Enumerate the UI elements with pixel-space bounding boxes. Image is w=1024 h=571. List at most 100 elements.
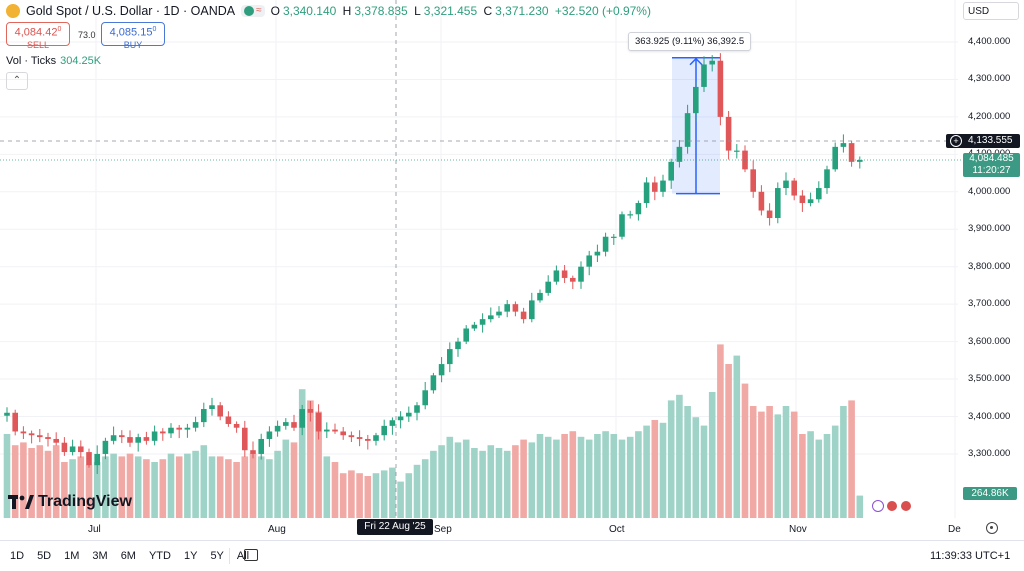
range-ytd[interactable]: YTD <box>148 550 171 562</box>
candle-body <box>12 412 18 432</box>
volume-bar <box>585 439 593 518</box>
candle-body <box>783 180 789 189</box>
crosshair-price-label[interactable]: +4,133.555 <box>946 134 1020 148</box>
candle-body <box>406 412 412 417</box>
candle-body <box>758 191 765 211</box>
range-all[interactable]: All <box>236 550 250 562</box>
price-tick: 3,900.000 <box>968 223 1011 235</box>
candle-body <box>4 412 10 416</box>
candle-body <box>274 425 281 432</box>
range-3m[interactable]: 3M <box>92 550 108 562</box>
symbol-header: Gold Spot / U.S. Dollar · 1D · OANDA ≈ O… <box>6 2 654 20</box>
market-status-badges[interactable]: ≈ <box>241 5 265 17</box>
candle-body <box>217 405 223 417</box>
volume-bar <box>708 392 716 518</box>
symbol-title[interactable]: Gold Spot / U.S. Dollar · 1D · OANDA <box>26 4 236 18</box>
candle-body <box>37 435 43 438</box>
candle-body <box>438 364 445 376</box>
candle-body <box>365 438 371 441</box>
candle-body <box>840 143 847 147</box>
range-5d[interactable]: 5D <box>37 550 52 562</box>
candle-body <box>201 409 207 423</box>
tradingview-logo-icon <box>8 495 34 509</box>
candle-body <box>184 427 191 430</box>
price-tick: 4,400.000 <box>968 36 1011 47</box>
candle-body <box>192 422 199 428</box>
currency-select[interactable]: USD <box>963 2 1019 20</box>
buy-button[interactable]: 4,085.150 BUY <box>101 22 165 50</box>
clock-timezone[interactable]: 11:39:33 UTC+1 <box>930 550 1011 562</box>
candle-body <box>520 311 527 320</box>
tradingview-logo[interactable]: TradingView <box>8 493 132 511</box>
candle-body <box>545 281 551 293</box>
sell-button[interactable]: 4,084.420 SELL <box>6 22 70 50</box>
volume-bar <box>44 450 52 518</box>
close-label: C <box>483 4 493 18</box>
candle-body <box>348 435 355 438</box>
range-1d[interactable]: 1D <box>10 550 25 562</box>
candle-body <box>258 438 264 454</box>
candle-body <box>447 349 453 365</box>
volume-bar <box>77 456 85 518</box>
candle-body <box>791 180 797 196</box>
volume-bar <box>93 462 101 518</box>
high-value: 3,378.835 <box>354 4 408 18</box>
close-value: 3,371.230 <box>495 4 549 18</box>
us-flag-icon[interactable] <box>886 500 898 512</box>
volume-bar <box>315 411 322 518</box>
volume-bar <box>438 445 445 518</box>
volume-bar <box>553 439 560 518</box>
volume-value: 304.25K <box>60 55 102 67</box>
volume-bar <box>216 456 224 518</box>
volume-bar <box>758 411 765 518</box>
range-1y[interactable]: 1Y <box>183 550 198 562</box>
price-chart[interactable] <box>0 0 1024 540</box>
volume-bar <box>512 445 519 518</box>
range-1m[interactable]: 1M <box>64 550 80 562</box>
add-alert-icon[interactable]: + <box>950 135 962 147</box>
volume-legend[interactable]: Vol · Ticks 304.25K <box>6 55 101 67</box>
candle-body <box>775 188 781 219</box>
volume-bar <box>667 400 675 518</box>
volume-bar <box>61 462 68 518</box>
candle-body <box>397 416 404 421</box>
volume-bar <box>446 436 454 518</box>
volume-bar <box>430 450 437 518</box>
crosshair-price: 4,133.555 <box>968 135 1013 146</box>
candle-body <box>504 304 510 312</box>
event-markers[interactable] <box>872 500 912 512</box>
candle-body <box>160 431 166 434</box>
open-value: 3,340.140 <box>282 4 337 18</box>
lightning-event-icon[interactable] <box>872 500 884 512</box>
buy-label: BUY <box>123 39 143 50</box>
volume-bar <box>282 439 290 518</box>
volume-bar <box>36 445 44 518</box>
range-6m[interactable]: 6M <box>120 550 136 562</box>
volume-bar <box>528 442 536 518</box>
range-5y[interactable]: 5Y <box>210 550 224 562</box>
volume-bar <box>241 456 249 518</box>
volume-bar <box>52 445 60 518</box>
price-tick: 3,700.000 <box>968 298 1011 310</box>
volume-bar <box>462 439 470 518</box>
market-open-icon <box>244 6 255 16</box>
price-tick: 4,000.000 <box>968 185 1011 197</box>
go-to-date-calendar-icon[interactable] <box>244 549 258 561</box>
collapse-legend-button[interactable]: ⌃ <box>6 72 28 90</box>
last-price-label: 4,084.485 11:20:27 <box>963 153 1020 177</box>
candle-body <box>430 375 437 391</box>
volume-bar <box>233 462 240 518</box>
candle-body <box>668 161 674 181</box>
candle-body <box>414 405 420 413</box>
settings-gear-icon[interactable] <box>986 522 998 534</box>
volume-bar <box>175 456 183 518</box>
candle-body <box>488 315 494 320</box>
price-tick: 3,300.000 <box>968 447 1011 459</box>
candle-body <box>356 437 363 439</box>
volume-bar <box>20 442 27 518</box>
sell-label: SELL <box>26 39 50 50</box>
us-flag-icon[interactable] <box>900 500 912 512</box>
candle-body <box>570 277 576 282</box>
candle-body <box>151 431 158 441</box>
volume-last-label: 264.86K <box>963 487 1017 500</box>
